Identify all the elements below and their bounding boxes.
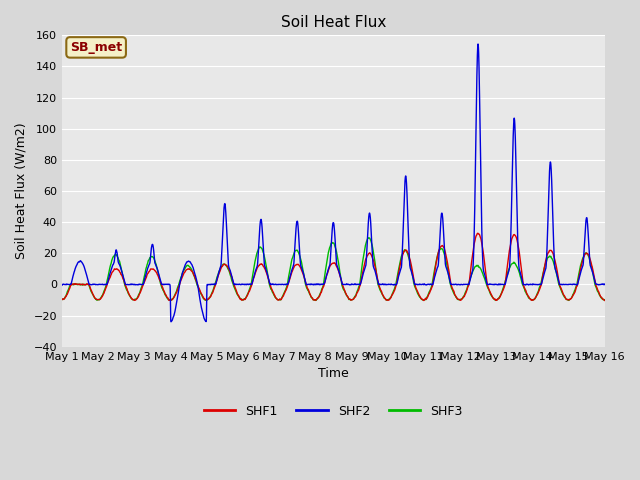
SHF3 (600, 297, 608, 303)
SHF1 (474, 230, 482, 236)
SHF3 (312, 298, 319, 303)
Title: Soil Heat Flux: Soil Heat Flux (280, 15, 386, 30)
Line: SHF3: SHF3 (62, 238, 605, 300)
SHF2 (474, 41, 482, 47)
SHF1 (425, 291, 433, 297)
SHF2 (601, 281, 609, 287)
SHF1 (486, 288, 493, 294)
SHF2 (58, 282, 66, 288)
SHF3 (455, 297, 463, 303)
SHF2 (313, 282, 321, 288)
SHF3 (601, 297, 609, 303)
SHF3 (425, 289, 433, 295)
SHF2 (600, 282, 608, 288)
SHF1 (156, 277, 163, 283)
SHF1 (420, 298, 428, 303)
SHF3 (313, 296, 321, 302)
X-axis label: Time: Time (318, 367, 349, 380)
SHF3 (486, 289, 493, 295)
Legend: SHF1, SHF2, SHF3: SHF1, SHF2, SHF3 (199, 400, 467, 423)
SHF3 (58, 297, 66, 302)
SHF1 (601, 298, 609, 303)
SHF2 (167, 319, 175, 324)
SHF2 (156, 274, 163, 279)
SHF1 (600, 297, 608, 303)
Line: SHF2: SHF2 (62, 44, 605, 322)
SHF1 (58, 296, 66, 302)
SHF2 (486, 281, 493, 287)
SHF2 (425, 281, 433, 287)
Y-axis label: Soil Heat Flux (W/m2): Soil Heat Flux (W/m2) (15, 123, 28, 259)
SHF3 (156, 276, 163, 281)
SHF2 (455, 282, 463, 288)
Line: SHF1: SHF1 (62, 233, 605, 300)
SHF3 (365, 235, 372, 240)
SHF1 (455, 297, 463, 302)
SHF1 (313, 296, 321, 302)
Text: SB_met: SB_met (70, 41, 122, 54)
